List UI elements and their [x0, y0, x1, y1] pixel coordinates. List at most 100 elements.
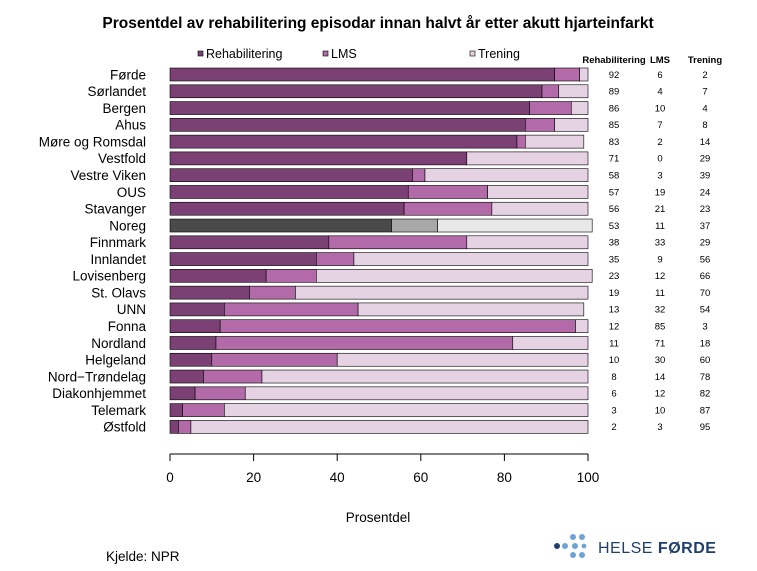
- table-value: 30: [655, 355, 666, 366]
- bar-segment-rehabilitering: [169, 336, 217, 350]
- table-value: 86: [609, 103, 620, 114]
- bar-segment-rehabilitering: [169, 118, 526, 132]
- chart-title: Prosentdel av rehabilitering episodar in…: [102, 15, 653, 32]
- table-value: 2: [657, 137, 662, 148]
- table-value: 92: [609, 70, 620, 81]
- x-axis: 0 20 40 60 80 100: [166, 453, 600, 485]
- table-value: 23: [609, 271, 620, 282]
- bar-segment-rehabilitering: [169, 285, 250, 300]
- category-label: UNN: [117, 302, 146, 317]
- category-label: Østfold: [103, 420, 146, 435]
- table-value: 54: [700, 305, 711, 316]
- bar-segment-trening: [295, 285, 589, 300]
- table-value: 38: [609, 238, 620, 249]
- bar-segment-lms: [249, 285, 296, 300]
- bar-segment-lms: [412, 168, 426, 182]
- bar-segment-rehabilitering: [169, 101, 530, 115]
- bar-segment-trening: [512, 336, 589, 350]
- table-value: 10: [655, 405, 666, 416]
- category-label: Vestfold: [98, 151, 146, 166]
- table-value: 12: [609, 322, 620, 333]
- bar-segment-lms: [211, 352, 338, 367]
- table-value: 3: [657, 422, 662, 433]
- table-value: 53: [609, 221, 620, 232]
- logo-dot: [572, 543, 578, 549]
- table-value: 14: [655, 372, 666, 383]
- table-value: 3: [657, 170, 662, 181]
- source-note: Kjelde: NPR: [106, 549, 180, 564]
- bar-segment-trening: [554, 118, 589, 132]
- bar-segment-lms: [203, 369, 263, 384]
- category-label: OUS: [117, 185, 146, 200]
- legend-swatch: [322, 50, 329, 57]
- table-value: 7: [657, 120, 662, 131]
- table-value: 12: [655, 389, 666, 400]
- table-value: 32: [655, 305, 666, 316]
- bar-segment-trening: [315, 269, 593, 283]
- helse-forde-logo: HELSE FØRDE: [554, 534, 716, 558]
- table-header: Trening: [688, 55, 723, 66]
- table-value: 10: [655, 103, 666, 114]
- bar-segment-rehabilitering: [169, 319, 221, 334]
- category-label: Vestre Viken: [70, 168, 146, 183]
- bar-segment-lms: [315, 252, 355, 266]
- table-value: 24: [700, 187, 711, 198]
- table-value: 10: [609, 355, 620, 366]
- bar-segment-rehabilitering: [169, 252, 317, 266]
- table-value: 71: [609, 154, 620, 165]
- bar-segment-trening: [466, 151, 589, 166]
- table-value: 3: [702, 322, 707, 333]
- bar-segment-rehabilitering: [169, 151, 468, 166]
- table-value: 85: [609, 120, 620, 131]
- x-tick-label: 0: [166, 470, 174, 485]
- bar-segment-lms: [403, 201, 493, 216]
- bar-segment-trening: [487, 185, 589, 199]
- table-value: 39: [700, 170, 711, 181]
- category-label: Førde: [110, 67, 146, 82]
- table-headers: Rehabilitering LMS Trening: [582, 55, 722, 66]
- table-value: 11: [609, 338, 619, 349]
- bar-segment-lms: [391, 218, 438, 233]
- category-label: Møre og Romsdal: [39, 134, 146, 149]
- bar-segment-lms: [182, 403, 225, 417]
- bar-segment-rehabilitering: [169, 201, 405, 216]
- table-value: 2: [611, 422, 616, 433]
- bar-segment-trening: [244, 386, 589, 401]
- bar-segment-trening: [437, 218, 593, 233]
- table-value: 0: [657, 154, 662, 165]
- bar-segment-lms: [516, 134, 526, 149]
- table-value: 4: [657, 87, 662, 98]
- x-tick-label: 80: [497, 470, 512, 485]
- table-value: 56: [609, 204, 620, 215]
- table-value: 11: [655, 288, 665, 299]
- legend-swatch: [197, 50, 204, 57]
- bar-segment-trening: [570, 101, 589, 115]
- table-value: 29: [700, 154, 711, 165]
- bar-segment-rehabilitering: [169, 386, 196, 401]
- bar-segment-trening: [575, 319, 589, 334]
- bar-segment-trening: [336, 352, 589, 367]
- table-value: 78: [700, 372, 711, 383]
- table-value: 3: [611, 405, 616, 416]
- legend: Rehabilitering LMS Trening: [197, 47, 520, 61]
- table-value: 70: [700, 288, 711, 299]
- table-value: 82: [700, 389, 711, 400]
- logo-dot: [579, 552, 585, 558]
- bar-segment-lms: [178, 420, 192, 434]
- table-value: 58: [609, 170, 620, 181]
- x-tick-label: 60: [413, 470, 428, 485]
- bar-segment-trening: [558, 84, 589, 99]
- table-value: 21: [655, 204, 666, 215]
- svg-text:HELSE FØRDE: HELSE FØRDE: [598, 540, 716, 557]
- table-value: 2: [702, 70, 707, 81]
- category-label: Diakonhjemmet: [52, 386, 146, 401]
- legend-label: Trening: [478, 47, 520, 61]
- category-label: Helgeland: [85, 353, 146, 368]
- bar-segment-rehabilitering: [169, 168, 413, 182]
- table-value: 57: [609, 187, 620, 198]
- table-value: 87: [700, 405, 711, 416]
- table-value: 23: [700, 204, 711, 215]
- bar-segment-trening: [224, 403, 589, 417]
- bar-segment-rehabilitering: [169, 134, 518, 149]
- x-tick-label: 100: [577, 470, 600, 485]
